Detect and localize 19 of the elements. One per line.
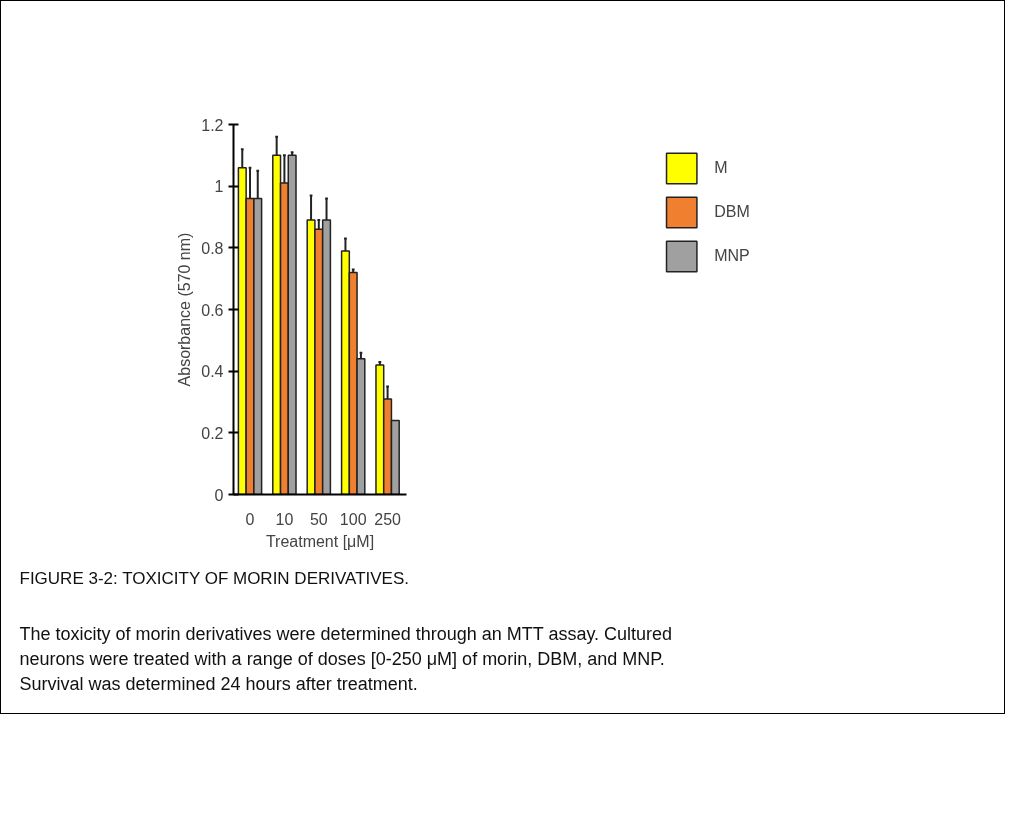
y-tick-label: 0.4 <box>201 363 224 381</box>
x-tick-label: 50 <box>309 510 328 528</box>
legend-label: MNP <box>714 247 750 265</box>
y-tick-label: 0.2 <box>201 424 224 442</box>
y-tick-label: 1 <box>214 178 224 196</box>
legend-label: DBM <box>714 203 750 221</box>
legend-label: M <box>714 159 729 177</box>
x-tick-label: 0 <box>245 510 255 528</box>
x-tick-label: 100 <box>339 510 367 528</box>
y-tick-label: 0 <box>214 486 224 504</box>
text: The toxicity of morin derivatives were determined through an MTT assay. Cultured neurons were treated with a range of doses [0-250 μM] of morin, DBM, and MNP. Survival was determined 24 hours after treatment. <box>19 623 673 694</box>
caption: FIGURE 3-2: TOXICITY OF MORIN DERIVATIVES. <box>19 568 409 588</box>
y-tick-label: 1.2 <box>201 116 224 134</box>
y-tick-label: 0.6 <box>201 301 224 319</box>
x-tick-label: 10 <box>275 510 294 528</box>
y-axis-title: Absorbance (570 nm) <box>176 232 194 387</box>
y-tick-label: 0.8 <box>201 239 224 257</box>
x-axis-title: Treatment [μM] <box>265 532 375 550</box>
x-tick-label: 250 <box>374 510 402 528</box>
